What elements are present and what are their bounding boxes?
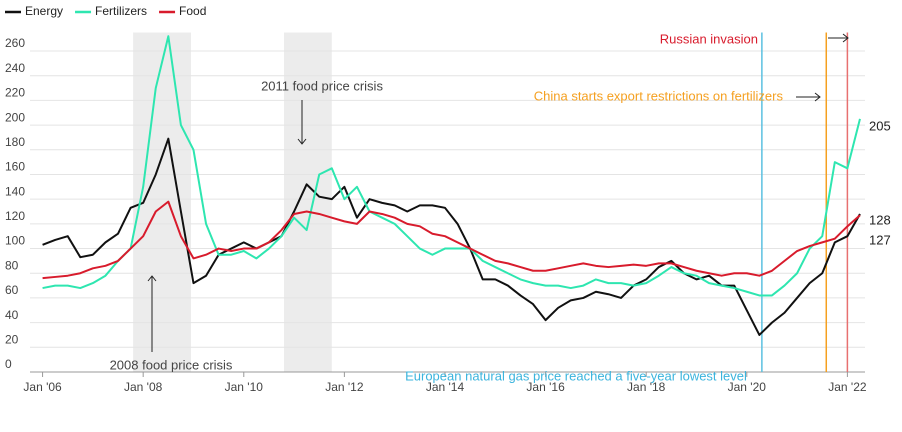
y-tick-label: 200 — [5, 110, 25, 124]
annotation: 2011 food price crisis — [261, 78, 383, 93]
y-tick-label: 0 — [5, 357, 12, 371]
end-label: 205 — [869, 118, 891, 133]
y-tick-label: 20 — [5, 332, 19, 346]
y-tick-label: 80 — [5, 258, 19, 272]
shaded-period — [284, 32, 332, 372]
x-tick-label: Jan '08 — [124, 380, 163, 394]
x-tick-label: Jan '14 — [426, 380, 465, 394]
x-tick-label: Jan '12 — [325, 380, 364, 394]
y-tick-label: 100 — [5, 234, 25, 248]
y-tick-label: 220 — [5, 86, 25, 100]
y-tick-label: 180 — [5, 135, 25, 149]
y-tick-label: 240 — [5, 61, 25, 75]
end-label: 128 — [869, 212, 891, 227]
x-tick-label: Jan '20 — [728, 380, 767, 394]
y-tick-label: 60 — [5, 283, 19, 297]
x-tick-label: Jan '18 — [627, 380, 666, 394]
x-tick-label: Jan '22 — [828, 380, 867, 394]
y-tick-label: 260 — [5, 36, 25, 50]
end-label: 127 — [869, 232, 891, 247]
annotation: China starts export restrictions on fert… — [534, 88, 784, 103]
annotation: Russian invasion — [660, 31, 758, 46]
legend-label: Fertilizers — [95, 4, 147, 18]
y-tick-label: 40 — [5, 308, 19, 322]
y-tick-label: 160 — [5, 160, 25, 174]
shaded-period — [133, 32, 191, 372]
y-tick-label: 140 — [5, 184, 25, 198]
x-tick-label: Jan '10 — [225, 380, 264, 394]
series-line — [42, 200, 861, 280]
y-tick-label: 120 — [5, 209, 25, 223]
x-tick-label: Jan '16 — [526, 380, 565, 394]
annotation: European natural gas price reached a fiv… — [405, 368, 747, 383]
legend-label: Energy — [25, 4, 63, 18]
series-line — [42, 35, 861, 297]
x-tick-label: Jan '06 — [23, 380, 62, 394]
annotation: 2008 food price crisis — [110, 357, 233, 372]
legend-label: Food — [179, 4, 206, 18]
arrows — [147, 33, 849, 352]
